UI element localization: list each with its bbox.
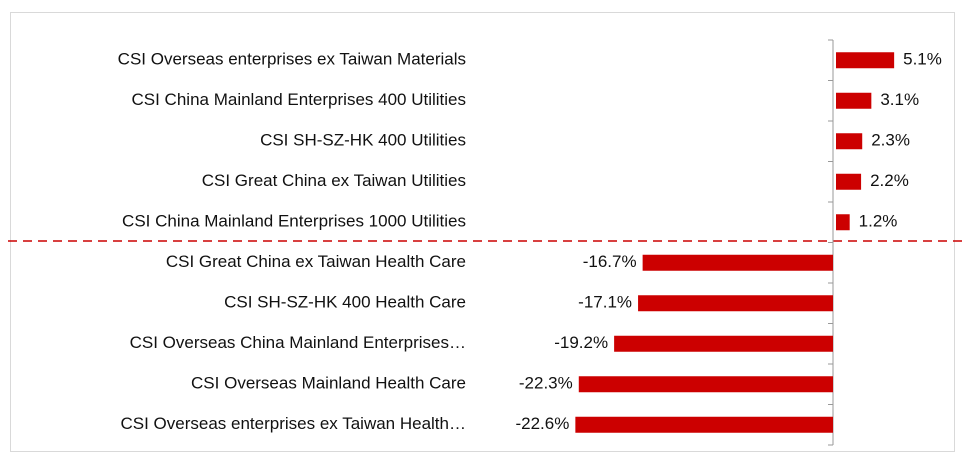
value-label: 1.2% (859, 212, 898, 231)
value-label: -16.7% (583, 252, 637, 271)
bar (575, 416, 833, 433)
value-label: -17.1% (578, 293, 632, 312)
bar (836, 173, 862, 190)
category-label: CSI China Mainland Enterprises 400 Utili… (132, 90, 467, 109)
bar (578, 376, 833, 393)
category-label: CSI Great China ex Taiwan Health Care (166, 252, 466, 271)
category-label: CSI Overseas Mainland Health Care (191, 374, 466, 393)
bar (614, 335, 833, 352)
category-label: CSI Overseas enterprises ex Taiwan Healt… (120, 414, 466, 433)
value-label: 2.2% (870, 171, 909, 190)
bar (836, 92, 872, 109)
bar (836, 52, 895, 69)
bar (836, 133, 863, 150)
value-label: 2.3% (871, 131, 910, 150)
value-label: -22.3% (519, 374, 573, 393)
category-label: CSI SH-SZ-HK 400 Utilities (260, 131, 466, 150)
bar (638, 295, 833, 312)
category-label: CSI Overseas enterprises ex Taiwan Mater… (118, 50, 466, 69)
bar (642, 254, 833, 271)
bar (836, 214, 850, 231)
category-label: CSI Overseas China Mainland Enterprises… (130, 333, 466, 352)
category-label: CSI China Mainland Enterprises 1000 Util… (122, 212, 466, 231)
category-label: CSI SH-SZ-HK 400 Health Care (224, 293, 466, 312)
value-label: -19.2% (554, 333, 608, 352)
category-label: CSI Great China ex Taiwan Utilities (202, 171, 466, 190)
value-label: -22.6% (515, 414, 569, 433)
value-label: 5.1% (903, 50, 942, 69)
value-label: 3.1% (880, 90, 919, 109)
